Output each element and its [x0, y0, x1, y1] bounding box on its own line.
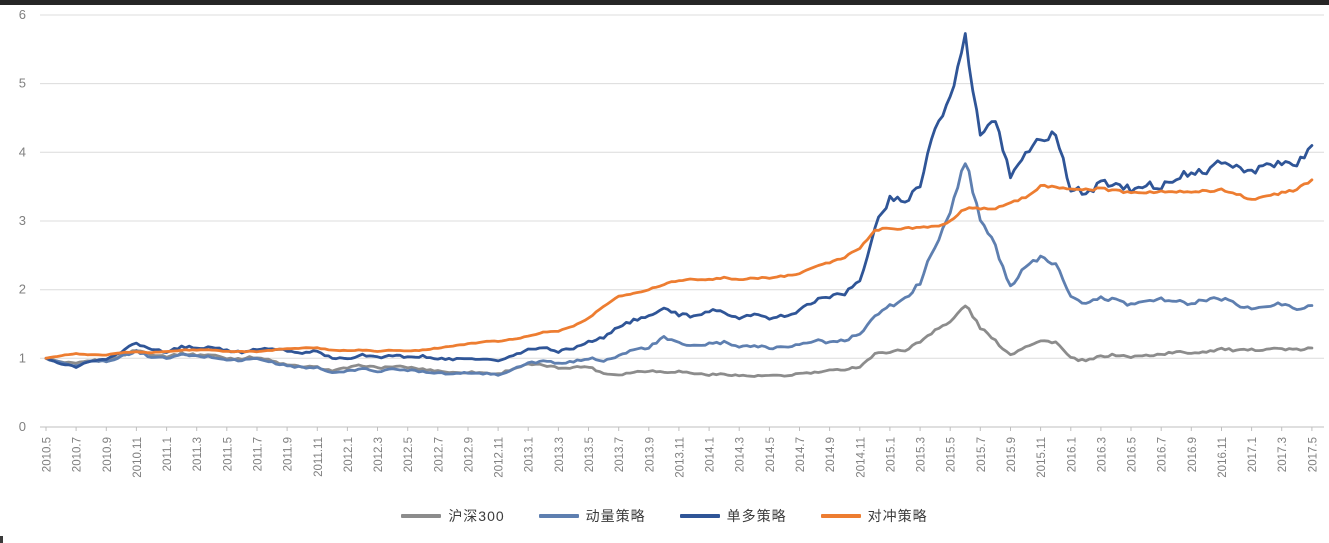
- svg-text:2010.11: 2010.11: [132, 437, 144, 478]
- series-line-3: [44, 178, 1314, 360]
- svg-text:2013.1: 2013.1: [524, 437, 536, 472]
- svg-text:2016.5: 2016.5: [1127, 437, 1139, 472]
- svg-text:2015.7: 2015.7: [976, 437, 988, 472]
- chart-legend: 沪深300 动量策略 单多策略 对冲策略: [0, 506, 1329, 526]
- x-axis: [40, 426, 1324, 431]
- svg-text:2014.7: 2014.7: [795, 437, 807, 472]
- svg-text:0: 0: [19, 419, 26, 434]
- svg-text:2010.7: 2010.7: [72, 437, 84, 472]
- svg-text:2017.5: 2017.5: [1307, 437, 1319, 472]
- svg-text:2014.11: 2014.11: [855, 437, 867, 478]
- svg-text:2013.11: 2013.11: [674, 437, 686, 478]
- svg-text:2016.1: 2016.1: [1066, 437, 1078, 472]
- series-line-2: [44, 32, 1314, 369]
- svg-text:2017.3: 2017.3: [1277, 437, 1289, 472]
- svg-text:2015.11: 2015.11: [1036, 437, 1048, 478]
- legend-item-2: 单多策略: [679, 506, 787, 526]
- svg-text:2017.1: 2017.1: [1247, 437, 1259, 472]
- series-line-1: [44, 162, 1314, 377]
- svg-text:2010.5: 2010.5: [42, 437, 54, 472]
- svg-text:2014.5: 2014.5: [765, 437, 777, 472]
- svg-text:2016.3: 2016.3: [1096, 437, 1108, 472]
- svg-text:1: 1: [19, 350, 26, 365]
- legend-label: 沪深300: [448, 508, 505, 524]
- svg-text:4: 4: [19, 144, 26, 159]
- svg-text:2016.7: 2016.7: [1157, 437, 1169, 472]
- svg-text:2016.11: 2016.11: [1217, 437, 1229, 478]
- screenshot-corner-artifact: [0, 536, 3, 543]
- legend-item-1: 动量策略: [538, 506, 646, 526]
- svg-text:2013.5: 2013.5: [584, 437, 596, 472]
- svg-text:2012.11: 2012.11: [494, 437, 506, 478]
- legend-label: 单多策略: [726, 508, 787, 524]
- svg-text:2016.9: 2016.9: [1187, 437, 1199, 472]
- svg-text:2011.1: 2011.1: [162, 437, 174, 471]
- svg-text:2011.11: 2011.11: [313, 437, 325, 477]
- svg-text:2015.3: 2015.3: [916, 437, 928, 472]
- svg-text:2012.3: 2012.3: [373, 437, 385, 472]
- svg-text:2010.9: 2010.9: [102, 437, 114, 472]
- svg-text:2012.7: 2012.7: [433, 437, 445, 472]
- svg-text:2011.9: 2011.9: [283, 437, 295, 471]
- legend-line-swatch: [401, 514, 442, 518]
- legend-line-swatch: [820, 514, 861, 518]
- legend-line-swatch: [538, 514, 579, 518]
- legend-label: 动量策略: [585, 508, 646, 524]
- svg-text:2011.3: 2011.3: [192, 437, 204, 471]
- svg-text:6: 6: [19, 7, 26, 22]
- svg-text:3: 3: [19, 213, 26, 228]
- legend-label: 对冲策略: [867, 508, 928, 524]
- svg-text:2013.3: 2013.3: [554, 437, 566, 472]
- gridlines: [40, 14, 1324, 359]
- legend-line-swatch: [679, 514, 720, 518]
- svg-text:2: 2: [19, 282, 26, 297]
- top-border-bar: [0, 0, 1329, 5]
- svg-text:2014.3: 2014.3: [735, 437, 747, 472]
- y-axis-labels: 0 1 2 3 4 5 6: [19, 7, 26, 434]
- svg-text:5: 5: [19, 76, 26, 91]
- svg-text:2011.5: 2011.5: [222, 437, 234, 471]
- legend-item-0: 沪深300: [401, 506, 504, 526]
- svg-text:2013.9: 2013.9: [644, 437, 656, 472]
- x-axis-labels: 2010.5 2010.7 2010.9 2010.11 2011.1 2011.3 201…: [42, 437, 1320, 478]
- svg-text:2012.5: 2012.5: [403, 437, 415, 472]
- svg-text:2015.5: 2015.5: [946, 437, 958, 472]
- svg-text:2012.9: 2012.9: [464, 437, 476, 472]
- svg-text:2014.9: 2014.9: [825, 437, 837, 472]
- svg-text:2011.7: 2011.7: [253, 437, 265, 471]
- svg-text:2012.1: 2012.1: [343, 437, 355, 472]
- svg-text:2015.1: 2015.1: [885, 437, 897, 472]
- svg-text:2014.1: 2014.1: [705, 437, 717, 472]
- svg-text:2013.7: 2013.7: [614, 437, 626, 472]
- svg-text:2015.9: 2015.9: [1006, 437, 1018, 472]
- legend-item-3: 对冲策略: [820, 506, 928, 526]
